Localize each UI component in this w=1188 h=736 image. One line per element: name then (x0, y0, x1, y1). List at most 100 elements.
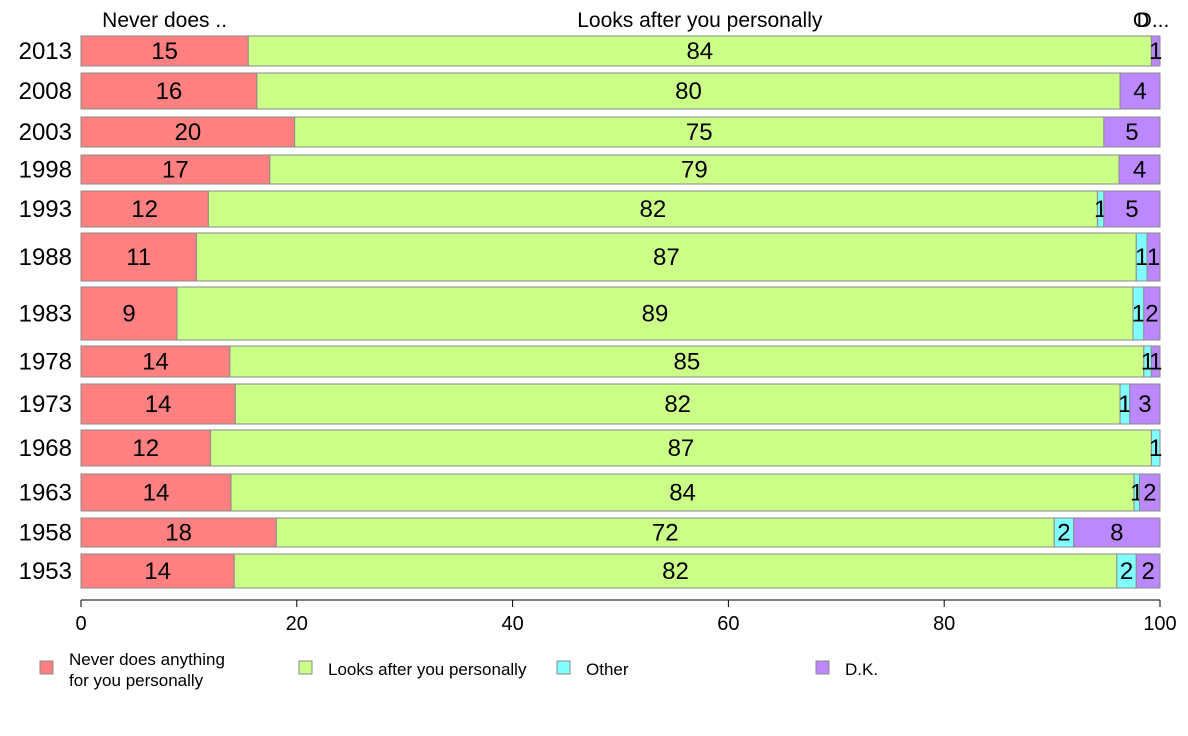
legend-label-0-1: for you personally (69, 671, 204, 690)
bar-1-1953 (233, 553, 1118, 589)
bar-1-1993 (207, 190, 1098, 228)
data-label-1-1973: 82 (664, 391, 691, 418)
y-tick-label-2013: 2013 (19, 38, 72, 65)
data-label-0-1988: 11 (126, 244, 151, 271)
x-tick-label-60: 60 (717, 613, 739, 635)
y-tick-label-1983: 1983 (19, 301, 72, 328)
data-label-1-1993: 82 (640, 196, 667, 223)
y-tick-label-2008: 2008 (19, 78, 72, 105)
bar-0-1963 (80, 473, 232, 512)
bar-3-1988 (1146, 232, 1161, 282)
y-tick-label-1993: 1993 (19, 196, 72, 223)
legend-swatch-3 (815, 660, 830, 675)
data-label-2-1953: 2 (1120, 558, 1133, 585)
bar-3-1998 (1118, 154, 1161, 185)
data-label-1-1988: 87 (653, 244, 680, 271)
data-label-1-1978: 85 (674, 349, 701, 376)
top-label-3: D... (1137, 9, 1170, 32)
x-tick-label-40: 40 (501, 613, 523, 635)
bar-0-1993 (80, 190, 209, 228)
data-label-3-1958: 8 (1110, 520, 1123, 547)
data-label-1-1998: 79 (681, 157, 708, 184)
bar-3-2008 (1119, 72, 1161, 110)
data-label-3-1978: 1 (1149, 349, 1162, 376)
data-label-1-1963: 84 (669, 480, 696, 507)
bar-0-1978 (80, 345, 231, 378)
data-label-2-1988: 1 (1135, 244, 1148, 271)
top-series-labels: Never does .. Looks after you personally O… (102, 9, 1169, 32)
legend-swatch-2 (556, 660, 571, 675)
bar-0-1958 (80, 517, 277, 548)
data-label-1-2003: 75 (686, 119, 713, 146)
x-tick-label-100: 100 (1143, 613, 1176, 635)
bar-1-1988 (195, 232, 1137, 282)
data-label-1-2008: 80 (675, 78, 702, 105)
data-label-3-1963: 2 (1143, 480, 1156, 507)
data-label-3-1983: 2 (1145, 301, 1158, 328)
y-tick-label-1973: 1973 (19, 391, 72, 418)
data-label-3-2013: 1 (1149, 38, 1162, 65)
data-label-2-1973: 1 (1118, 391, 1131, 418)
data-label-1-2013: 84 (686, 38, 713, 65)
data-label-0-1973: 14 (145, 391, 172, 418)
bar-1-1963 (230, 473, 1135, 512)
y-tick-label-1958: 1958 (19, 520, 72, 547)
x-axis: 0 20 40 60 80 100 (75, 599, 1177, 635)
data-label-0-1958: 18 (165, 520, 192, 547)
bar-0-1988 (80, 232, 197, 282)
legend-label-1-0: Looks after you personally (328, 660, 527, 679)
legend-label-2-0: Other (586, 660, 629, 679)
y-tick-label-1988: 1988 (19, 244, 72, 271)
bar-1-1978 (229, 345, 1145, 378)
bar-3-1963 (1138, 473, 1161, 512)
data-label-3-2008: 4 (1133, 78, 1146, 105)
data-label-1-1958: 72 (652, 520, 679, 547)
data-label-3-1988: 1 (1147, 244, 1160, 271)
bar-0-2008 (80, 72, 258, 110)
legend-swatch-1 (298, 660, 313, 675)
data-label-1-1968: 87 (668, 435, 695, 462)
legend-label-3-0: D.K. (845, 660, 878, 679)
bar-3-2003 (1103, 116, 1161, 148)
data-label-0-2013: 15 (151, 38, 178, 65)
legend-swatch-0 (39, 660, 54, 675)
y-tick-label-1953: 1953 (19, 558, 72, 585)
bar-3-1973 (1129, 383, 1161, 425)
y-tick-label-1998: 1998 (19, 157, 72, 184)
legend-label-0-0: Never does anything (69, 650, 225, 669)
data-label-3-1973: 3 (1138, 391, 1151, 418)
y-tick-label-1968: 1968 (19, 435, 72, 462)
bar-1-2003 (294, 116, 1105, 148)
bar-0-2003 (80, 116, 296, 148)
y-tick-label-2003: 2003 (19, 119, 72, 146)
data-label-0-1953: 14 (144, 558, 171, 585)
bar-1-1958 (275, 517, 1055, 548)
bar-1-1983 (176, 286, 1134, 341)
data-label-1-1983: 89 (642, 301, 669, 328)
top-label-2: O (1133, 9, 1149, 32)
top-label-1: Looks after you personally (577, 9, 823, 32)
bar-3-1993 (1103, 190, 1161, 228)
data-label-0-1978: 14 (142, 349, 169, 376)
bar-1-2013 (247, 35, 1152, 67)
bar-0-1998 (80, 154, 271, 185)
data-label-2-1983: 1 (1132, 301, 1145, 328)
y-tick-label-1978: 1978 (19, 349, 72, 376)
data-label-2-1968: 1 (1149, 435, 1162, 462)
bar-0-1973 (80, 383, 236, 425)
x-tick-label-80: 80 (933, 613, 955, 635)
data-label-3-1993: 5 (1125, 196, 1138, 223)
y-tick-label-1963: 1963 (19, 480, 72, 507)
data-label-3-1953: 2 (1141, 558, 1154, 585)
bars-group: 15 84 116 80 420 75 517 79 412 82 1 511 87 119 89 1 214 8… (80, 35, 1162, 589)
bar-3-1958 (1073, 517, 1161, 548)
bar-0-1953 (80, 553, 235, 589)
bar-0-1983 (80, 286, 178, 341)
bar-3-1953 (1135, 553, 1161, 589)
data-label-0-1998: 17 (162, 157, 189, 184)
y-axis-labels: 2013 2008 2003 1998 1993 1988 1983 1978 1973 1968… (19, 38, 72, 585)
data-label-3-1998: 4 (1133, 157, 1146, 184)
bar-1-2008 (256, 72, 1121, 110)
bar-3-2013 (1150, 35, 1161, 67)
